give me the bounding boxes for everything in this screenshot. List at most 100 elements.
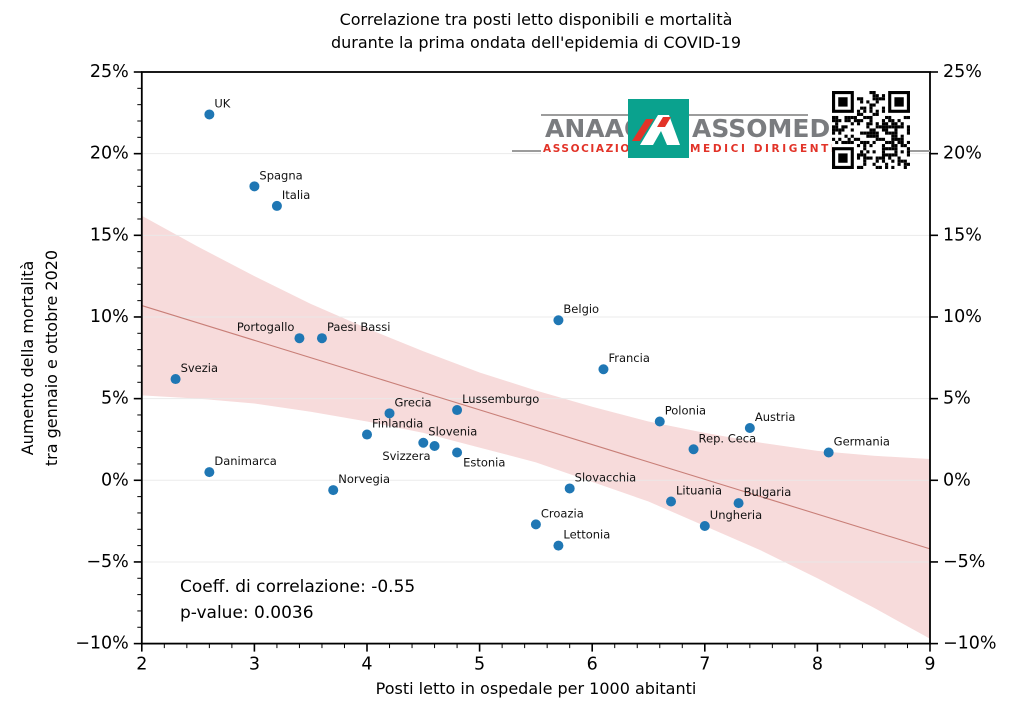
- qr-module: [860, 100, 864, 104]
- qr-module: [875, 94, 879, 98]
- qr-module: [878, 156, 882, 160]
- qr-module: [866, 100, 870, 104]
- qr-module: [900, 137, 904, 141]
- qr-module: [856, 112, 861, 116]
- qr-module: [838, 119, 842, 123]
- y-tick-label-left: −5%: [86, 552, 128, 572]
- qr-module: [875, 131, 879, 135]
- qr-module: [872, 91, 876, 95]
- data-point: [384, 408, 395, 419]
- qr-module: [885, 122, 889, 126]
- qr-module: [894, 137, 898, 141]
- qr-module: [856, 165, 861, 169]
- qr-module: [875, 100, 879, 104]
- chart-title-line2: durante la prima ondata dell'epidemia di…: [330, 33, 741, 52]
- qr-module: [832, 125, 836, 129]
- anaao-emblem-icon: [628, 99, 689, 158]
- qr-code-icon: [832, 91, 910, 169]
- qr-module: [850, 115, 854, 120]
- qr-module: [881, 144, 886, 148]
- qr-module: [885, 153, 889, 157]
- qr-module: [875, 165, 879, 169]
- qr-module: [847, 140, 851, 145]
- qr-module: [856, 119, 861, 123]
- qr-module: [860, 119, 864, 123]
- qr-module: [835, 125, 839, 129]
- qr-module: [850, 128, 854, 132]
- qr-module: [869, 122, 873, 126]
- point-label: Lettonia: [563, 528, 610, 542]
- qr-module: [844, 125, 848, 129]
- qr-module: [853, 137, 857, 141]
- qr-module: [844, 134, 848, 138]
- qr-module: [891, 159, 895, 163]
- qr-module: [881, 137, 886, 141]
- point-label: Polonia: [665, 403, 706, 417]
- point-label: Belgio: [563, 302, 599, 316]
- point-label: Lituania: [676, 484, 722, 498]
- qr-module: [881, 97, 886, 101]
- qr-module: [894, 125, 898, 129]
- data-point: [294, 333, 305, 344]
- qr-module: [838, 97, 848, 107]
- qr-module: [903, 159, 907, 163]
- qr-module: [835, 115, 839, 120]
- point-label: Austria: [755, 410, 796, 424]
- qr-module: [900, 125, 904, 129]
- qr-module: [891, 125, 895, 129]
- qr-module: [903, 165, 907, 169]
- qr-module: [866, 122, 870, 126]
- qr-module: [900, 122, 904, 126]
- data-point: [666, 496, 677, 507]
- qr-module: [888, 140, 892, 145]
- qr-module: [891, 153, 895, 157]
- qr-module: [832, 128, 836, 132]
- qr-module: [885, 131, 889, 135]
- qr-module: [891, 147, 895, 151]
- x-tick-label: 2: [136, 655, 147, 675]
- qr-module: [850, 122, 854, 126]
- qr-module: [872, 128, 876, 132]
- qr-module: [863, 131, 867, 135]
- y-tick-label-left: 0%: [101, 470, 129, 490]
- qr-module: [835, 140, 839, 145]
- data-point: [654, 416, 665, 427]
- qr-module: [888, 156, 892, 160]
- qr-module: [888, 119, 892, 123]
- data-point: [328, 485, 339, 496]
- y-axis-label-line1: Aumento della mortalità: [18, 260, 37, 456]
- qr-module: [881, 119, 886, 123]
- point-label: Norvegia: [338, 472, 390, 486]
- data-point: [418, 437, 429, 448]
- qr-module: [872, 134, 876, 138]
- y-axis-label-line2: tra gennaio e ottobre 2020: [42, 249, 61, 467]
- qr-module: [832, 119, 836, 123]
- qr-module: [863, 115, 867, 120]
- qr-module: [897, 119, 901, 123]
- qr-module: [875, 122, 879, 126]
- x-axis-label: Posti letto in ospedale per 1000 abitant…: [375, 679, 697, 698]
- qr-module: [866, 150, 870, 154]
- qr-module: [872, 97, 876, 101]
- qr-module: [878, 125, 882, 129]
- point-label: Portogallo: [237, 320, 295, 334]
- qr-module: [860, 97, 864, 101]
- qr-module: [906, 140, 910, 145]
- qr-module: [888, 115, 892, 120]
- qr-module: [881, 94, 886, 98]
- y-tick-label-left: 15%: [90, 225, 129, 245]
- chart-title-line1: Correlazione tra posti letto disponibili…: [339, 10, 733, 29]
- qr-module: [866, 156, 870, 160]
- y-tick-label-right: −10%: [943, 634, 997, 654]
- data-point: [823, 447, 834, 458]
- qr-module: [869, 128, 873, 132]
- y-tick-label-right: 10%: [943, 307, 982, 327]
- y-tick-label-left: 25%: [90, 62, 129, 82]
- data-point: [204, 467, 215, 478]
- qr-module: [856, 144, 861, 148]
- qr-module: [835, 128, 839, 132]
- qr-module: [897, 156, 901, 160]
- qr-module: [894, 150, 898, 154]
- y-tick-label-right: 0%: [943, 470, 971, 490]
- trend-line: [141, 305, 931, 550]
